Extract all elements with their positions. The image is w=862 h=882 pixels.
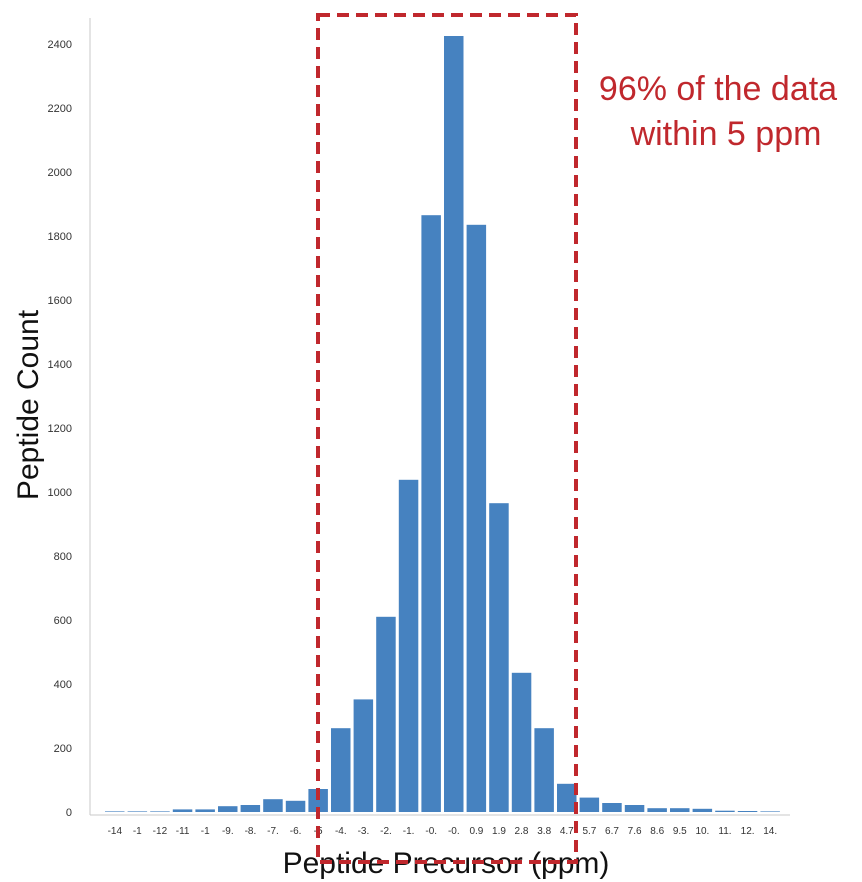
x-tick-label: -7.: [267, 826, 279, 837]
bars: [105, 36, 780, 813]
bar-14: [421, 215, 441, 812]
highlight-dashed-box: [316, 13, 578, 864]
bar-3: [172, 809, 193, 812]
x-tick-label: 9.5: [673, 826, 687, 837]
x-tick-label: 10.: [695, 826, 709, 837]
x-tick-label: 7.6: [628, 826, 642, 837]
bar-2: [150, 811, 170, 812]
x-tick-label: -2.: [380, 826, 392, 837]
bar-11: [353, 699, 374, 812]
bar-17: [489, 503, 509, 812]
x-tick-label: -3.: [358, 826, 370, 837]
bar-24: [647, 808, 667, 812]
x-tick-label: -0.: [425, 826, 437, 837]
y-tick-label: 800: [54, 551, 72, 563]
x-tick-label: 1.9: [492, 826, 506, 837]
y-tick-labels: 0 200 400 600 800 1000 1200 1400 1600 1800 2000 220…: [48, 39, 72, 819]
bar-19: [534, 728, 554, 812]
x-tick-label: -11: [176, 826, 190, 837]
y-tick-label: 400: [54, 679, 72, 691]
y-tick-label: 1000: [48, 487, 72, 499]
x-tick-label: -8.: [245, 826, 257, 837]
bar-13: [398, 479, 419, 812]
bar-22: [602, 803, 622, 812]
x-tick-label: -6.: [290, 826, 302, 837]
x-tick-label: 12.: [741, 826, 755, 837]
bar-12: [376, 616, 396, 812]
x-tick-label: -9.: [222, 826, 234, 837]
y-tick-label: 1600: [48, 295, 72, 307]
x-tick-labels: -14 -1 -12 -11 -1 -9. -8. -7. -6. -5 -4. -3. -2. -1. -…: [108, 826, 778, 837]
bar-18: [511, 672, 532, 812]
y-tick-label: 2200: [48, 103, 72, 115]
bar-15: [444, 36, 464, 812]
x-tick-label: 11.: [718, 826, 731, 837]
x-tick-label: -1: [133, 826, 142, 837]
bar-9: [308, 789, 328, 812]
bar-20: [557, 783, 577, 812]
bar-10: [331, 728, 351, 812]
y-tick-label: 200: [54, 743, 72, 755]
bar-0: [105, 811, 125, 812]
x-tick-label: -4.: [335, 826, 347, 837]
bar-5: [218, 806, 238, 812]
y-tick-label: 1200: [48, 423, 72, 435]
x-tick-label: 6.7: [605, 826, 619, 837]
bar-16: [466, 224, 487, 813]
x-tick-label: -1: [201, 826, 210, 837]
x-tick-label: 5.7: [582, 826, 596, 837]
y-tick-label: 2000: [48, 167, 72, 179]
y-tick-label: 1800: [48, 231, 72, 243]
x-tick-label: 2.8: [515, 826, 529, 837]
x-tick-label: 0.9: [469, 826, 483, 837]
x-tick-label: -12: [153, 826, 168, 837]
x-tick-label: 4.7: [560, 826, 574, 837]
y-tick-label: 600: [54, 615, 72, 627]
bar-23: [624, 805, 645, 812]
bar-29: [760, 811, 780, 812]
bar-7: [263, 799, 283, 812]
bar-4: [195, 809, 215, 812]
annotation-line-2: within 5 ppm: [630, 115, 822, 153]
annotation-line-1: 96% of the data: [599, 70, 837, 108]
bar-28: [737, 811, 758, 812]
y-tick-label: 1400: [48, 359, 72, 371]
y-axis-title: Peptide Count: [12, 309, 45, 500]
bar-26: [692, 808, 713, 812]
bar-25: [670, 808, 690, 812]
x-tick-label: -1.: [403, 826, 415, 837]
x-tick-label: 8.6: [650, 826, 664, 837]
x-tick-label: -14: [108, 826, 123, 837]
bar-6: [240, 805, 261, 812]
y-tick-label: 0: [66, 807, 72, 819]
x-tick-label: 3.8: [537, 826, 551, 837]
bar-8: [285, 800, 306, 812]
x-tick-label: 14.: [763, 826, 777, 837]
y-tick-label: 2400: [48, 39, 72, 51]
bar-1: [127, 811, 148, 812]
bar-27: [715, 810, 735, 812]
x-tick-label: -0.: [448, 826, 460, 837]
bar-21: [579, 797, 600, 812]
